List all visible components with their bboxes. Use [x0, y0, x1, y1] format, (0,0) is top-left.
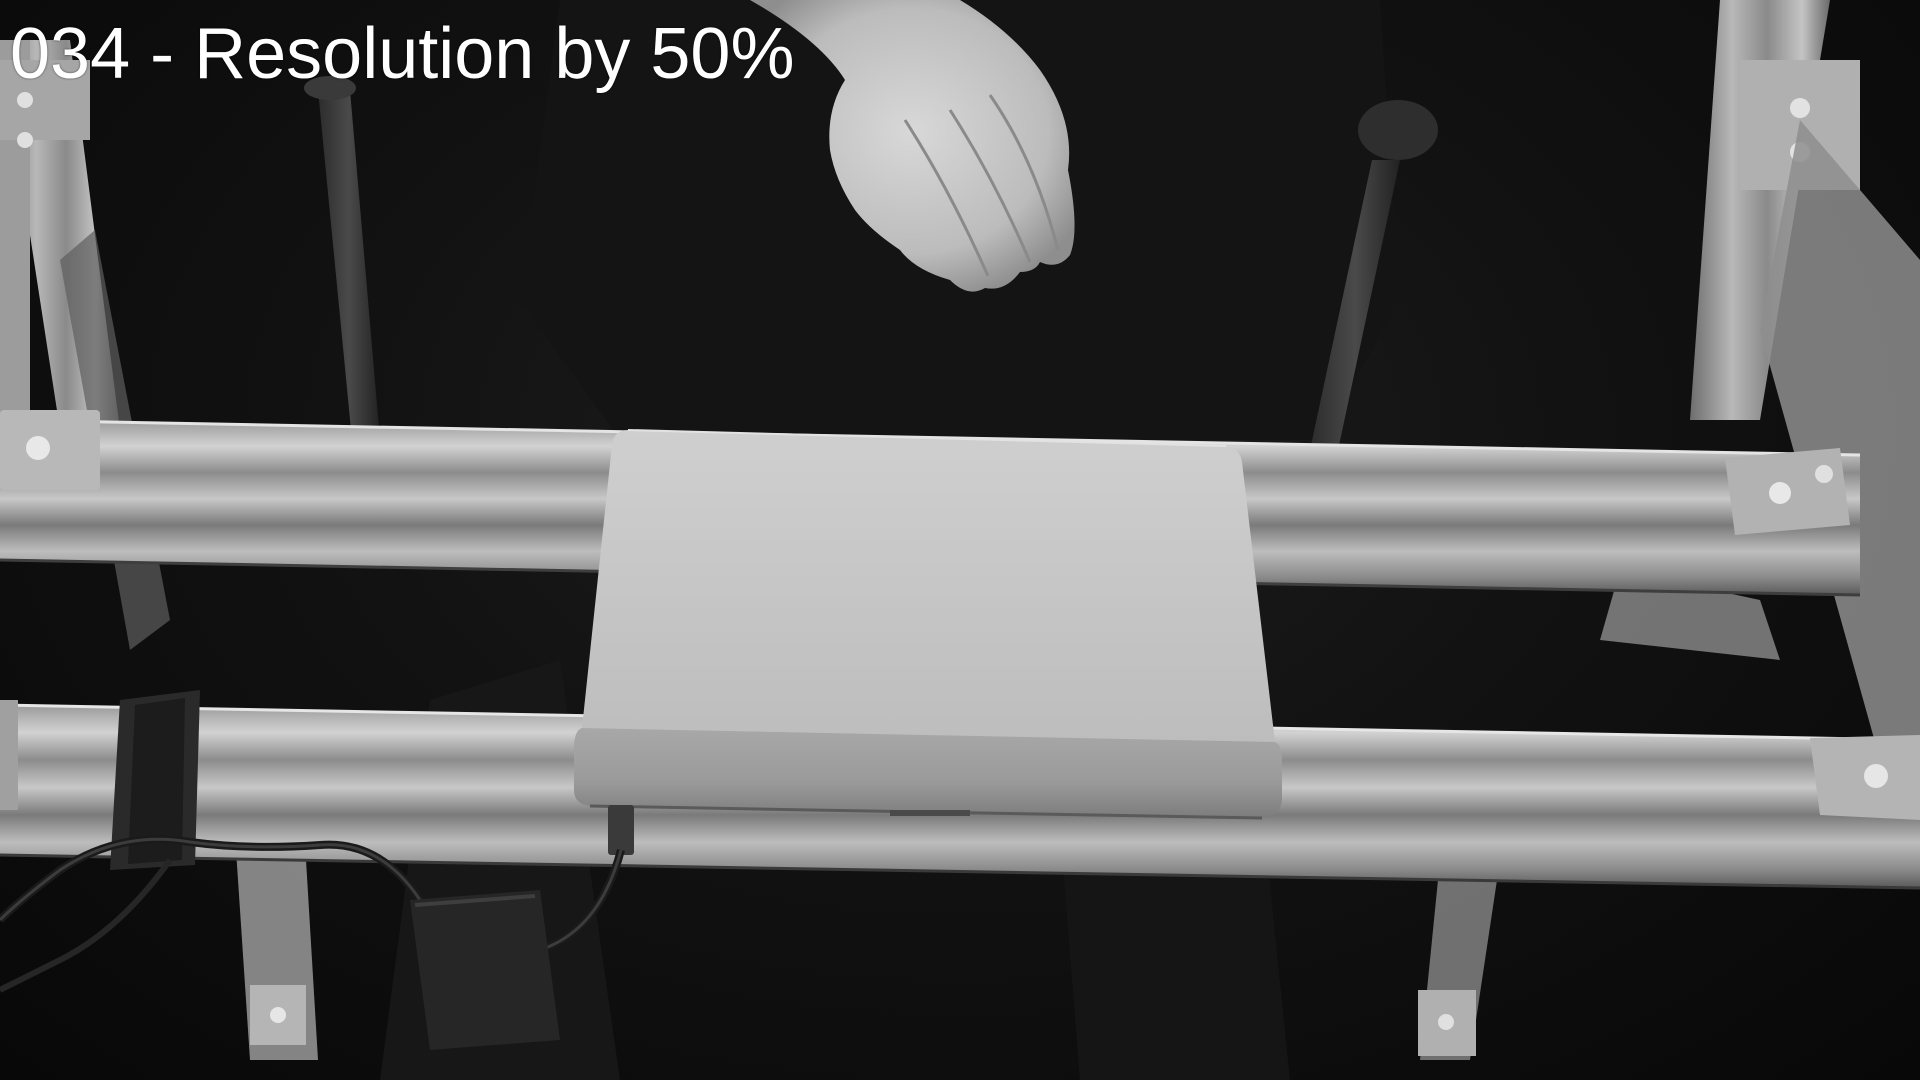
- chair-legs: [304, 76, 1438, 450]
- velcro-strap: [110, 690, 200, 870]
- trackpad: [574, 429, 1282, 820]
- hand: [750, 0, 1075, 292]
- foreground-object: [410, 890, 560, 1050]
- right-frame-post: [1418, 0, 1920, 1060]
- overlay-caption: 034 - Resolution by 50%: [10, 14, 795, 94]
